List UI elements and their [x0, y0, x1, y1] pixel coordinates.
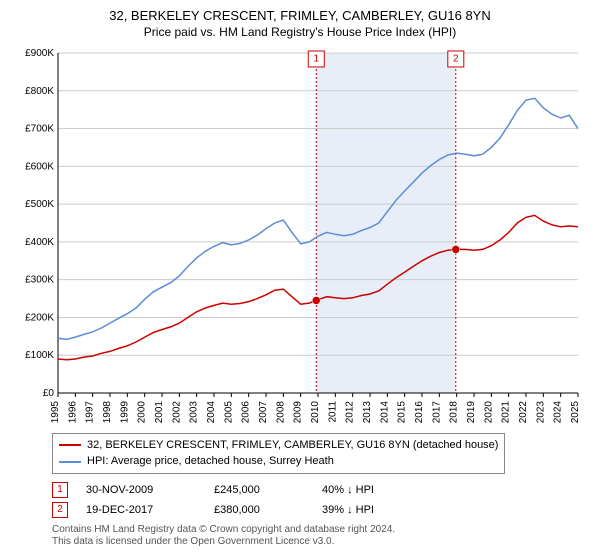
- svg-text:2022: 2022: [518, 400, 529, 423]
- svg-text:2025: 2025: [570, 400, 581, 423]
- legend: 32, BERKELEY CRESCENT, FRIMLEY, CAMBERLE…: [52, 433, 505, 474]
- svg-text:£500K: £500K: [25, 199, 54, 210]
- legend-swatch: [59, 444, 81, 446]
- svg-text:2001: 2001: [154, 400, 165, 423]
- svg-text:2004: 2004: [206, 400, 217, 423]
- svg-text:2012: 2012: [345, 400, 356, 423]
- footer-line-1: Contains HM Land Registry data © Crown c…: [52, 524, 588, 536]
- marker-row: 2 19-DEC-2017 £380,000 39% ↓ HPI: [52, 502, 588, 518]
- footer-attribution: Contains HM Land Registry data © Crown c…: [52, 524, 588, 548]
- svg-text:2003: 2003: [189, 400, 200, 423]
- legend-label: HPI: Average price, detached house, Surr…: [87, 453, 334, 470]
- svg-text:2002: 2002: [171, 400, 182, 423]
- svg-text:£400K: £400K: [25, 237, 54, 248]
- svg-text:2: 2: [453, 54, 459, 65]
- marker-price: £380,000: [214, 504, 304, 516]
- svg-text:£600K: £600K: [25, 161, 54, 172]
- svg-text:2023: 2023: [535, 400, 546, 423]
- svg-text:2005: 2005: [223, 400, 234, 423]
- marker-price: £245,000: [214, 484, 304, 496]
- svg-text:2021: 2021: [501, 400, 512, 423]
- marker-row: 1 30-NOV-2009 £245,000 40% ↓ HPI: [52, 482, 588, 498]
- chart-title: 32, BERKELEY CRESCENT, FRIMLEY, CAMBERLE…: [12, 8, 588, 25]
- svg-text:1997: 1997: [85, 400, 96, 423]
- svg-text:2019: 2019: [466, 400, 477, 423]
- svg-text:£0: £0: [43, 388, 55, 399]
- svg-text:2008: 2008: [275, 400, 286, 423]
- marker-id-box: 1: [52, 482, 68, 498]
- legend-item: HPI: Average price, detached house, Surr…: [59, 453, 498, 470]
- marker-table: 1 30-NOV-2009 £245,000 40% ↓ HPI 2 19-DEC-201…: [52, 482, 588, 518]
- marker-delta: 40% ↓ HPI: [322, 484, 412, 496]
- svg-text:2020: 2020: [483, 400, 494, 423]
- line-chart: £0 £100K £200K £300K £400K £500K £600K £700K £80…: [12, 47, 588, 427]
- marker-date: 30-NOV-2009: [86, 484, 196, 496]
- svg-text:1998: 1998: [102, 400, 113, 423]
- svg-text:£700K: £700K: [25, 123, 54, 134]
- svg-text:2000: 2000: [137, 400, 148, 423]
- svg-text:1996: 1996: [67, 400, 78, 423]
- svg-text:2018: 2018: [449, 400, 460, 423]
- svg-text:1995: 1995: [50, 400, 61, 423]
- svg-text:2010: 2010: [310, 400, 321, 423]
- marker-date: 19-DEC-2017: [86, 504, 196, 516]
- legend-swatch: [59, 461, 81, 463]
- chart-svg: £0 £100K £200K £300K £400K £500K £600K £700K £80…: [12, 47, 588, 427]
- svg-text:2007: 2007: [258, 400, 269, 423]
- svg-text:2014: 2014: [379, 400, 390, 423]
- svg-text:1: 1: [313, 54, 319, 65]
- svg-text:£300K: £300K: [25, 275, 54, 286]
- svg-text:1999: 1999: [119, 400, 130, 423]
- legend-label: 32, BERKELEY CRESCENT, FRIMLEY, CAMBERLE…: [87, 437, 498, 454]
- chart-subtitle: Price paid vs. HM Land Registry's House …: [12, 25, 588, 39]
- svg-text:£800K: £800K: [25, 86, 54, 97]
- svg-text:2011: 2011: [327, 400, 338, 422]
- svg-text:2006: 2006: [241, 400, 252, 423]
- svg-text:2015: 2015: [397, 400, 408, 423]
- marker-delta: 39% ↓ HPI: [322, 504, 412, 516]
- svg-text:2013: 2013: [362, 400, 373, 423]
- marker-id-box: 2: [52, 502, 68, 518]
- svg-text:£200K: £200K: [25, 312, 54, 323]
- svg-text:2009: 2009: [293, 400, 304, 423]
- footer-line-2: This data is licensed under the Open Gov…: [52, 536, 588, 548]
- svg-text:2016: 2016: [414, 400, 425, 423]
- svg-text:2024: 2024: [553, 400, 564, 423]
- legend-item: 32, BERKELEY CRESCENT, FRIMLEY, CAMBERLE…: [59, 437, 498, 454]
- svg-text:£100K: £100K: [25, 350, 54, 361]
- svg-text:£900K: £900K: [25, 48, 54, 59]
- svg-text:2017: 2017: [431, 400, 442, 423]
